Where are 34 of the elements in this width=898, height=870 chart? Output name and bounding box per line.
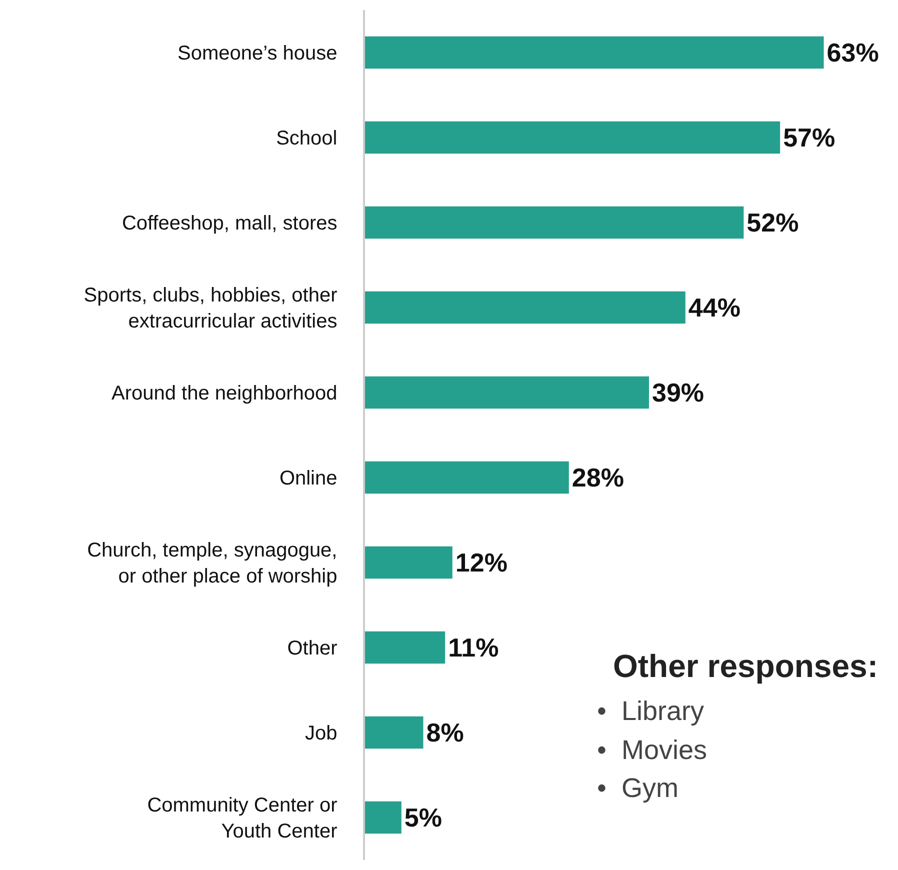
bar (365, 291, 686, 324)
data-label: 5% (404, 802, 442, 832)
data-label: 44% (688, 292, 740, 322)
annotation: • Gym (597, 773, 678, 803)
y-tick-label: Job (305, 722, 338, 744)
data-label: 11% (448, 632, 499, 662)
bar (365, 461, 569, 494)
data-label: 28% (572, 462, 624, 492)
data-label: 52% (746, 208, 799, 238)
bar (365, 716, 424, 749)
y-tick-label: Around the neighborhood (112, 382, 338, 404)
annotation: Other responses: (613, 648, 878, 684)
bar (365, 376, 649, 409)
y-tick-label: Community Center or Youth Center (147, 794, 338, 842)
y-tick-label: School (276, 128, 338, 150)
y-tick-label: Someone’s house (178, 42, 338, 64)
data-label: 57% (783, 122, 836, 152)
bar (365, 801, 402, 834)
bar (365, 36, 824, 69)
bar (365, 631, 446, 664)
y-tick-label: Online (279, 468, 338, 490)
annotation: • Movies (597, 735, 707, 765)
y-tick-label: Other (287, 638, 338, 660)
data-label: 8% (426, 718, 464, 748)
data-label: 12% (455, 548, 508, 578)
y-tick-label: Church, temple, synagogue, or other place of worship (87, 540, 338, 588)
annotation: • Library (597, 696, 704, 726)
bar (365, 121, 780, 154)
data-label: 63% (826, 38, 879, 68)
data-label: 39% (652, 378, 704, 408)
bar (365, 206, 744, 239)
bar (365, 546, 452, 579)
y-tick-label: Sports, clubs, hobbies, other extracurricular activities (84, 284, 338, 332)
y-tick-label: Coffeeshop, mall, stores (122, 212, 338, 234)
